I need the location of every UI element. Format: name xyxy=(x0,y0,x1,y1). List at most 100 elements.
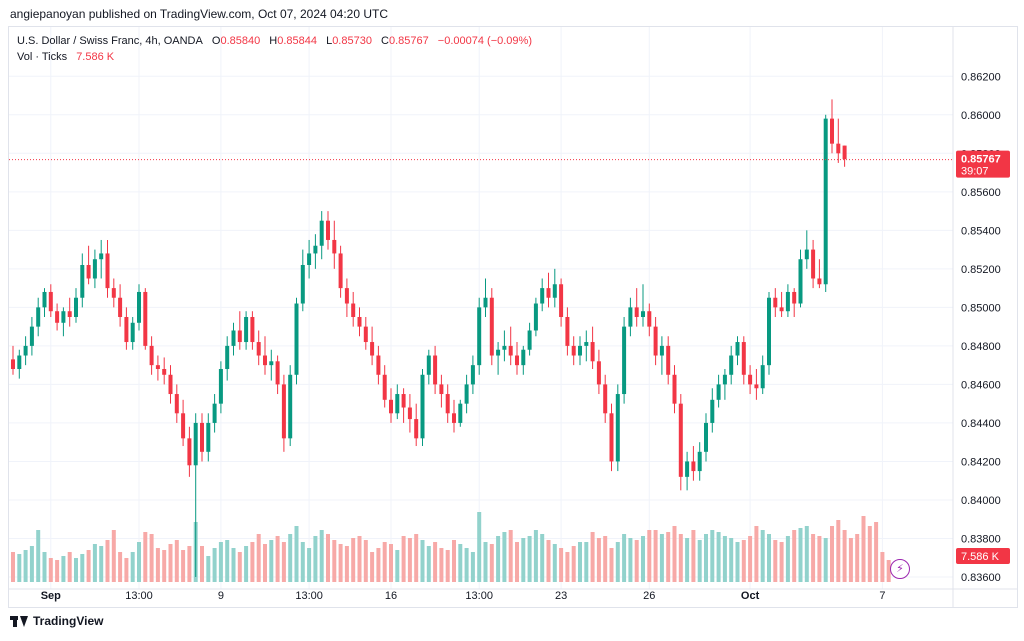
candle xyxy=(212,394,217,433)
candle xyxy=(319,211,324,260)
volume-bar xyxy=(886,560,891,582)
candle xyxy=(590,326,595,369)
volume-bar xyxy=(168,544,173,582)
volume-bar xyxy=(212,548,217,582)
volume-bar xyxy=(609,548,614,582)
volume-bar xyxy=(275,536,280,582)
candle-body xyxy=(263,355,267,366)
candle xyxy=(836,118,841,163)
change-value: −0.00074 (−0.09%) xyxy=(437,35,532,47)
candle-body xyxy=(407,407,412,420)
candle-body xyxy=(130,322,135,343)
high-label: H xyxy=(269,35,278,47)
candle-body xyxy=(370,342,375,356)
candle-body xyxy=(212,403,217,423)
candle-body xyxy=(584,342,589,346)
candle xyxy=(452,399,456,433)
candle-body xyxy=(704,422,708,452)
candle-body xyxy=(382,374,387,400)
candle xyxy=(74,288,78,323)
volume-bar xyxy=(836,520,841,582)
symbol-title[interactable]: U.S. Dollar / Swiss Franc, 4h, OANDA xyxy=(17,35,203,47)
candle xyxy=(36,297,41,337)
candle xyxy=(351,291,356,327)
candle-body xyxy=(231,330,236,346)
candle-body xyxy=(622,326,627,395)
volume-bar xyxy=(697,540,702,582)
volume-bar xyxy=(187,546,192,582)
volume-bar xyxy=(395,550,400,582)
volume-bar xyxy=(540,534,545,582)
volume-bar xyxy=(842,530,847,582)
candle-body xyxy=(798,259,803,304)
volume-bar xyxy=(773,540,778,582)
candle xyxy=(477,297,482,375)
candle xyxy=(559,278,564,327)
candle xyxy=(332,220,337,269)
candle xyxy=(237,311,242,350)
candle xyxy=(250,311,255,350)
candle xyxy=(288,365,293,447)
volume-bar xyxy=(830,526,834,582)
brand-name: TradingView xyxy=(33,614,104,628)
volume-bar xyxy=(445,550,450,582)
candle-body xyxy=(67,311,72,317)
candle xyxy=(596,349,601,395)
candle xyxy=(470,355,475,395)
candle xyxy=(42,288,47,317)
candle-body xyxy=(596,361,601,385)
candle xyxy=(357,307,362,337)
candle xyxy=(344,278,349,317)
legend-volume-row: Vol · Ticks 7.586 K xyxy=(17,49,532,65)
candle xyxy=(502,330,507,362)
volume-bar xyxy=(231,548,236,582)
candle xyxy=(401,388,406,423)
candle-body xyxy=(817,278,822,285)
candle xyxy=(439,374,444,408)
candle-body xyxy=(735,342,740,356)
candle-body xyxy=(294,303,299,375)
candle-body xyxy=(118,297,123,317)
volume-bar xyxy=(874,522,879,582)
candle xyxy=(225,336,230,381)
volume-bar xyxy=(533,530,538,582)
volume-bar xyxy=(118,552,123,582)
volume-label[interactable]: Vol · Ticks xyxy=(17,51,68,63)
grid xyxy=(9,27,1017,607)
lightning-icon[interactable]: ⚡ xyxy=(890,559,910,579)
candle-body xyxy=(565,317,570,346)
candle xyxy=(263,336,267,375)
candle-body xyxy=(426,355,431,375)
volume-bar xyxy=(237,552,242,582)
candle-body xyxy=(181,413,186,439)
candle xyxy=(99,239,104,279)
candle xyxy=(785,284,790,317)
volume-bar xyxy=(735,542,740,582)
candle xyxy=(338,245,343,298)
candle-body xyxy=(729,355,734,375)
candle-body xyxy=(496,349,501,356)
candle-body xyxy=(722,374,727,385)
candle-body xyxy=(401,394,406,408)
candle-body xyxy=(357,317,362,327)
candle-body xyxy=(779,307,784,312)
candle-body xyxy=(685,461,690,477)
candle-body xyxy=(99,253,104,260)
candle-body xyxy=(470,365,475,385)
volume-bar xyxy=(716,532,721,582)
candle xyxy=(779,291,784,317)
price-tick-label: 0.84000 xyxy=(961,495,1001,507)
volume-bar xyxy=(666,532,671,582)
chart-panel[interactable]: 0.862000.860000.858000.856000.854000.852… xyxy=(8,26,1018,608)
candle-body xyxy=(269,361,274,366)
volume-bar xyxy=(817,536,822,582)
volume-bar xyxy=(798,528,803,582)
candle-body xyxy=(552,284,557,298)
candle xyxy=(124,307,129,350)
candle-body xyxy=(376,355,381,375)
volume-bar xyxy=(559,548,564,582)
candle xyxy=(697,442,702,481)
candle-body xyxy=(716,384,721,400)
candle xyxy=(149,336,154,375)
candlestick-chart[interactable]: 0.862000.860000.858000.856000.854000.852… xyxy=(9,27,1017,607)
